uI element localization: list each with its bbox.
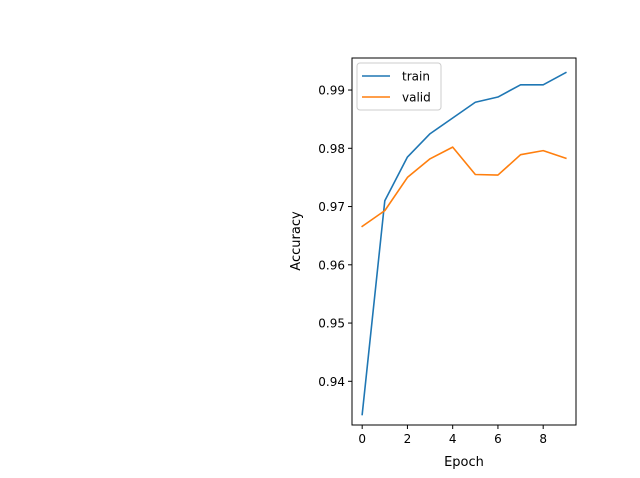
axes-frame [351,57,577,426]
y-tick-label: 0.95 [318,317,345,331]
y-tick-label: 0.94 [318,375,345,389]
y-tick-label: 0.97 [318,200,345,214]
x-axis-label: Epoch [444,455,484,470]
x-tick-label: 2 [404,432,412,446]
x-axis-ticks: 0 2 4 6 8 [358,425,547,446]
series-line-train [361,71,567,416]
x-tick-label: 4 [449,432,457,446]
series-line-valid [361,146,567,228]
y-axis-label: Accuracy [289,211,304,271]
y-axis-ticks: 0.94 0.95 0.96 0.97 0.98 0.99 [318,84,352,389]
legend: train valid [356,62,442,111]
legend-label-valid: valid [402,91,431,105]
x-tick-label: 0 [358,432,366,446]
series-layer [361,71,567,416]
y-tick-label: 0.96 [318,258,345,272]
legend-box [356,62,442,111]
x-tick-label: 6 [494,432,502,446]
y-tick-label: 0.98 [318,142,345,156]
y-tick-label: 0.99 [318,84,345,98]
x-tick-label: 8 [539,432,547,446]
legend-label-train: train [402,70,430,84]
plot-area: 0 2 4 6 8 0.94 0.95 0.96 0.97 0.98 0.99 [318,57,577,446]
